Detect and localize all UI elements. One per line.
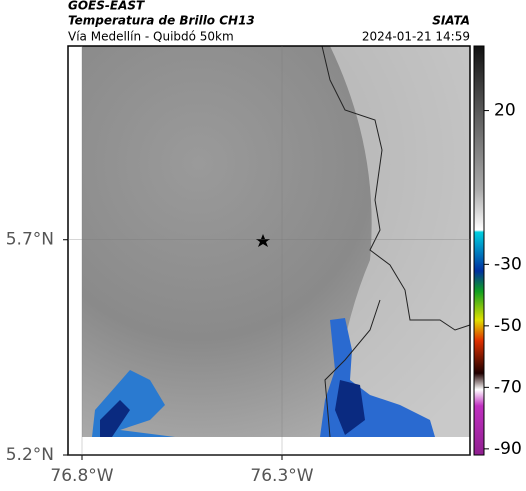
title: Temperatura de Brillo CH13 xyxy=(68,14,255,28)
x-tick-label: 76.3°W xyxy=(250,466,313,486)
colorbar xyxy=(473,45,485,456)
colorbar-tick-label: -70 xyxy=(494,377,522,397)
colorbar-tick-label: -90 xyxy=(494,439,522,459)
header: GOES-EAST Temperatura de Brillo CH13 Vía… xyxy=(68,0,470,44)
border xyxy=(321,45,471,331)
cold-core xyxy=(335,380,365,435)
y-tick-label: 5.7°N xyxy=(6,230,54,250)
subtitle: Vía Medellín - Quibdó 50km xyxy=(68,30,234,44)
x-tick-label: 76.8°W xyxy=(50,466,113,486)
warm-area xyxy=(330,46,470,437)
timestamp: 2024-01-21 14:59 xyxy=(362,30,470,44)
coastline xyxy=(324,299,381,438)
y-tick-label: 5.2°N xyxy=(6,445,54,465)
map xyxy=(67,45,471,456)
source: GOES-EAST xyxy=(68,0,145,13)
agency: SIATA xyxy=(432,14,470,28)
colorbar-tick-label: -30 xyxy=(494,254,522,274)
colorbar-tick-label: -50 xyxy=(494,316,522,336)
cold-core xyxy=(100,400,130,437)
colorbar-tick-label: 20 xyxy=(494,101,516,121)
station-marker xyxy=(256,234,270,247)
